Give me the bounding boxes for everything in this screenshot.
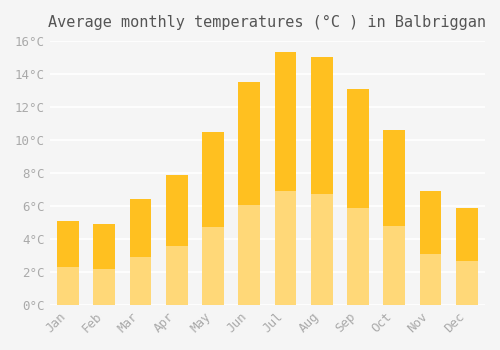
Bar [57,221,79,305]
Bar [347,89,369,305]
Bar [94,269,115,305]
Bar [420,254,442,305]
Bar [420,191,442,305]
Bar [166,175,188,305]
Bar [274,52,296,305]
Bar [347,208,369,305]
Bar [456,261,477,305]
Bar [311,194,332,305]
Bar [202,132,224,305]
Bar [94,224,115,305]
Bar [238,82,260,305]
Bar [384,226,405,305]
Bar [202,227,224,305]
Bar [166,246,188,305]
Bar [384,130,405,305]
Bar [311,57,332,305]
Title: Average monthly temperatures (°C ) in Balbriggan: Average monthly temperatures (°C ) in Ba… [48,15,486,30]
Bar [274,191,296,305]
Bar [57,267,79,305]
Bar [456,208,477,305]
Bar [130,199,152,305]
Bar [238,205,260,305]
Bar [130,258,152,305]
